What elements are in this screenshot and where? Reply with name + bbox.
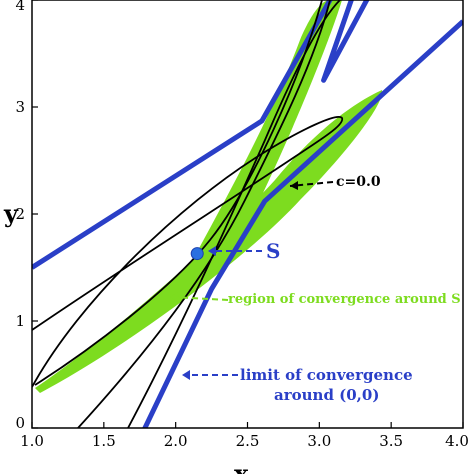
y-tick-label: 1: [15, 312, 25, 330]
y-axis-label: y: [3, 199, 19, 228]
x-tick-label: 3.0: [307, 432, 331, 450]
annotations: c=0.0 S region of convergence around S l…: [170, 174, 461, 404]
x-tick-label: 1.5: [92, 432, 116, 450]
point-s: [190, 247, 204, 261]
x-axis-label: x: [234, 459, 249, 474]
annotation-limit-line1: limit of convergence: [240, 366, 413, 384]
region-of-convergence: [35, 90, 383, 393]
limit-curve-right: [142, 19, 463, 428]
y-tick-label: 3: [15, 98, 25, 116]
ticks: 1.0 1.5 2.0 2.5 3.0 3.5 4.0 0 1 2 3 4: [15, 0, 469, 450]
plot-area: [32, 0, 463, 428]
annotation-c0: c=0.0: [336, 174, 381, 190]
arrowhead-region: [170, 292, 178, 302]
arrowhead-limit: [182, 370, 190, 380]
contour-c0-outer: [32, 116, 343, 388]
contour-c0-loop: [34, 0, 323, 386]
limit-curve-upper: [321, 0, 370, 83]
arrowhead-c0: [290, 181, 298, 190]
x-tick-label: 3.5: [379, 432, 403, 450]
contour-c0-inner: [77, 0, 331, 428]
y-tick-label: 4: [15, 0, 25, 14]
x-tick-label: 2.0: [164, 432, 188, 450]
annotation-limit-line2: around (0,0): [274, 386, 379, 404]
x-tick-label: 4.0: [445, 432, 469, 450]
y-tick-label: 0: [15, 414, 25, 432]
annotation-s: S: [266, 239, 280, 263]
contour-c0-inner-2: [127, 0, 341, 428]
x-tick-label: 1.0: [20, 432, 44, 450]
limit-curve-left: [32, 0, 333, 270]
annotation-region: region of convergence around S: [228, 292, 461, 307]
y-tick-label: 2: [15, 205, 25, 223]
arrowhead-s: [208, 246, 216, 256]
x-tick-label: 2.5: [236, 432, 260, 450]
